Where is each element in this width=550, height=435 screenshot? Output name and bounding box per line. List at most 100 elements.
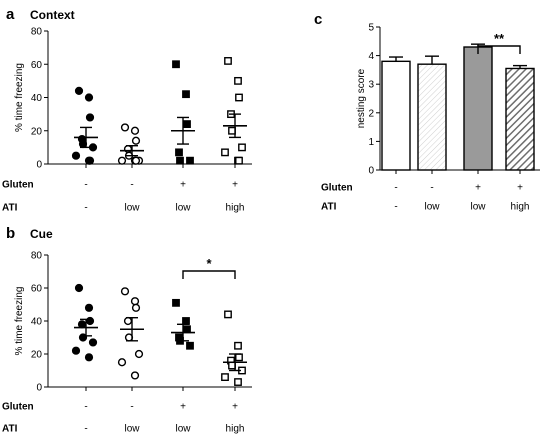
data-point <box>85 156 95 165</box>
bar <box>505 67 535 171</box>
data-point <box>131 136 141 145</box>
y-tick-label: 1 <box>368 137 374 148</box>
ati-value: - <box>394 202 397 213</box>
panel-title-b: Cue <box>30 227 53 241</box>
gluten-value: + <box>180 402 186 413</box>
data-point <box>224 57 232 65</box>
y-tick-label: 0 <box>36 383 42 394</box>
data-point <box>123 316 133 326</box>
y-tick-label: 2 <box>368 108 374 119</box>
data-point <box>84 353 94 362</box>
significance-bracket <box>182 270 236 279</box>
data-point <box>131 303 141 312</box>
row-label-ati: ATI <box>321 202 337 213</box>
data-point <box>85 113 95 122</box>
bar <box>463 46 493 171</box>
gluten-value: - <box>84 402 87 413</box>
y-tick-label: 20 <box>31 126 43 137</box>
y-tick-label: 3 <box>368 80 374 91</box>
gluten-value: + <box>180 180 186 191</box>
ati-value: low <box>175 424 191 435</box>
data-point <box>131 156 141 165</box>
gluten-value: + <box>517 183 523 194</box>
y-axis-label: % time freezing <box>14 63 25 132</box>
data-point <box>172 298 180 307</box>
panel-b: b Cue 0 20 40 60 80 % time freezing Gluten ATI -… <box>2 225 252 435</box>
ati-value: - <box>84 203 87 214</box>
data-point <box>172 60 180 69</box>
gluten-value: + <box>475 183 481 194</box>
panel-c: c 0 1 2 3 4 5 nesting score Gluten ATI - - - low + low… <box>314 11 540 213</box>
data-point <box>234 341 242 350</box>
data-point <box>235 353 243 362</box>
data-point <box>130 371 140 380</box>
ati-value: low <box>175 203 191 214</box>
data-point <box>186 156 194 165</box>
gluten-value: - <box>130 402 133 413</box>
data-point <box>235 93 243 102</box>
gluten-value: + <box>232 180 238 191</box>
data-point <box>74 86 84 95</box>
panel-letter-c: c <box>314 11 322 28</box>
ati-value: high <box>226 203 245 214</box>
data-point <box>228 361 236 370</box>
row-label-ati: ATI <box>2 424 18 435</box>
row-label-gluten: Gluten <box>2 180 34 191</box>
y-tick-label: 5 <box>368 23 374 34</box>
y-tick-label: 4 <box>368 51 374 62</box>
y-tick-label: 80 <box>31 251 43 262</box>
panel-a: a Context 0 20 40 60 80 % time freezing Gluten… <box>2 6 252 214</box>
data-point <box>88 338 98 347</box>
y-axis-label: nesting score <box>356 68 367 128</box>
y-tick-label: 60 <box>31 284 43 295</box>
y-tick-label: 0 <box>368 166 374 177</box>
data-point <box>117 156 127 165</box>
data-point <box>134 349 144 359</box>
data-point <box>71 151 81 160</box>
data-point <box>234 76 242 85</box>
data-point <box>175 148 183 157</box>
y-tick-label: 40 <box>31 317 43 328</box>
significance-bracket <box>477 45 521 54</box>
data-point <box>130 126 140 135</box>
data-point <box>71 346 81 355</box>
data-point <box>221 148 229 157</box>
data-point <box>85 316 95 326</box>
y-tick-label: 60 <box>31 60 43 71</box>
gluten-value: - <box>394 183 397 194</box>
gluten-value: - <box>84 180 87 191</box>
data-point <box>238 143 246 152</box>
data-point <box>235 156 243 165</box>
bar <box>381 60 411 171</box>
data-point <box>74 283 84 293</box>
ati-value: high <box>511 202 530 213</box>
y-tick-label: 20 <box>31 350 43 361</box>
data-point <box>228 126 236 135</box>
data-point <box>176 156 184 165</box>
y-tick-label: 0 <box>36 160 42 171</box>
data-point <box>182 317 190 325</box>
data-point <box>120 287 130 296</box>
data-point <box>186 341 194 350</box>
y-axis-label: % time freezing <box>14 287 25 356</box>
data-point <box>224 310 232 319</box>
data-point <box>84 303 94 312</box>
data-point <box>183 325 191 334</box>
panel-title-a: Context <box>30 8 75 22</box>
ati-value: low <box>424 202 440 213</box>
y-tick-label: 80 <box>31 27 43 38</box>
gluten-value: + <box>232 402 238 413</box>
gluten-value: - <box>430 183 433 194</box>
data-point <box>182 90 190 99</box>
ati-value: low <box>124 424 140 435</box>
data-point <box>234 378 242 386</box>
gluten-value: - <box>130 180 133 191</box>
row-label-gluten: Gluten <box>2 402 34 413</box>
panel-letter-a: a <box>6 6 15 23</box>
bar <box>417 63 447 171</box>
ati-value: low <box>124 203 140 214</box>
y-tick-label: 40 <box>31 93 43 104</box>
row-label-ati: ATI <box>2 203 18 214</box>
ati-value: low <box>470 202 486 213</box>
